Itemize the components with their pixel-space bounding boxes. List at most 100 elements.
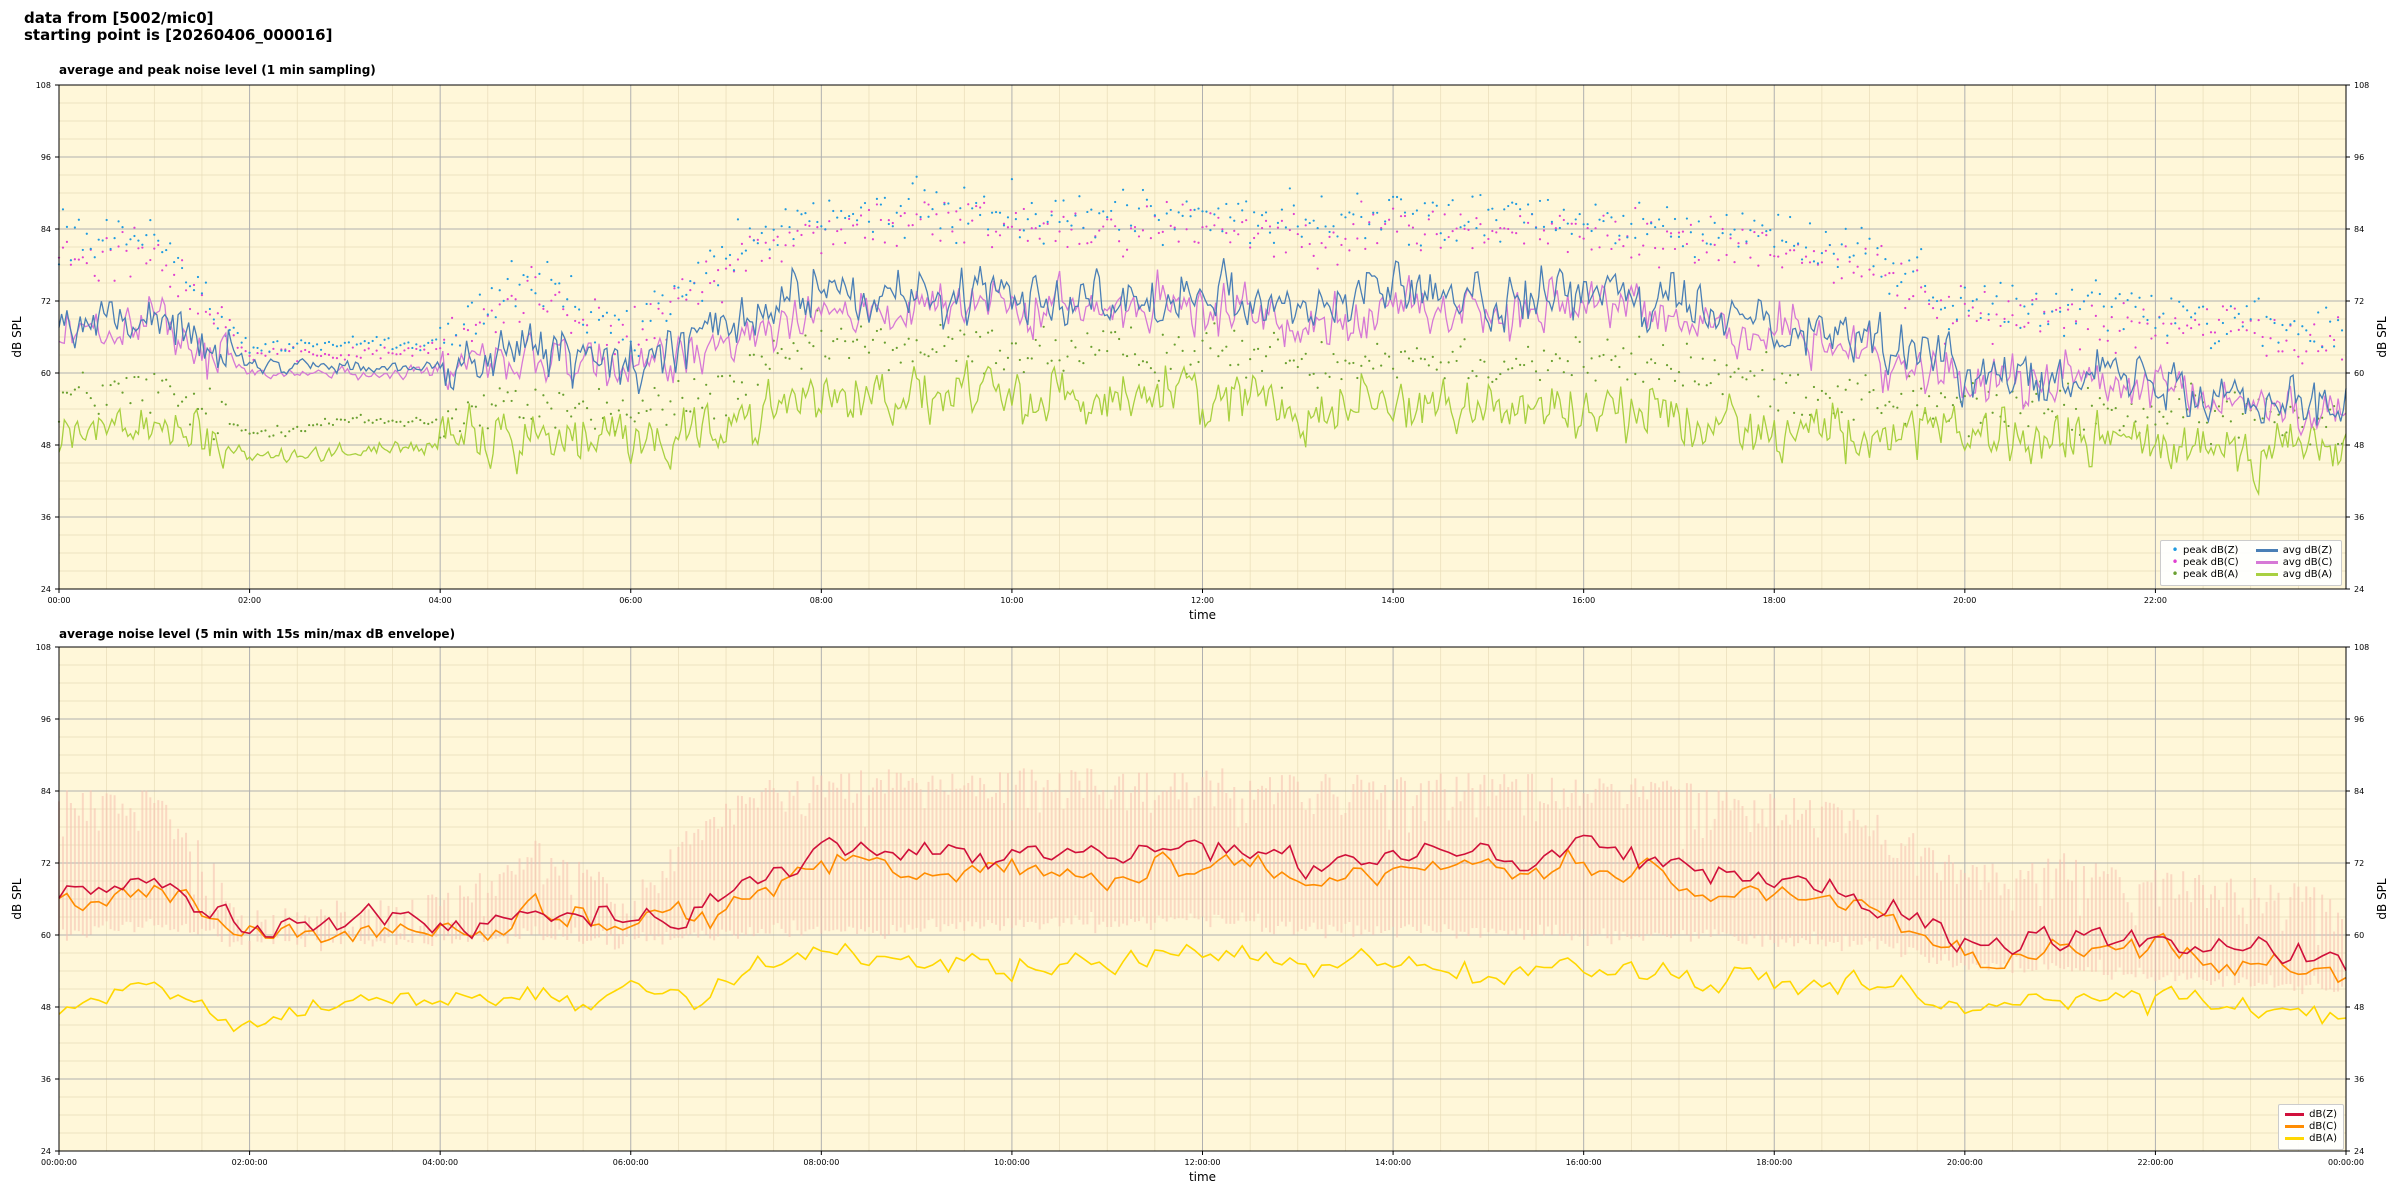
point-peak-c (1725, 253, 1728, 257)
point-peak-a (2047, 408, 2050, 411)
chart1-xtick-label: 12:00 (1191, 596, 1214, 605)
point-peak-a (1268, 345, 1272, 349)
point-peak-c (1566, 250, 1569, 254)
point-peak-a (1304, 352, 1307, 355)
legend-avg-c: avg dB(C) (2255, 556, 2332, 568)
point-peak-z (609, 331, 612, 334)
point-peak-z (550, 278, 553, 281)
point-peak-a (1078, 360, 1081, 363)
point-peak-a (943, 344, 946, 348)
point-peak-a (1221, 349, 1224, 352)
point-peak-a (2090, 404, 2093, 407)
point-peak-z (1999, 281, 2002, 284)
point-peak-a (458, 430, 462, 433)
point-peak-a (927, 355, 930, 358)
point-peak-c (367, 347, 370, 350)
point-peak-a (1249, 358, 1252, 361)
point-peak-c (2297, 355, 2300, 358)
point-peak-c (1705, 251, 1708, 254)
point-peak-z (2194, 312, 2197, 315)
legend-label-peak-z: peak dB(Z) (2183, 544, 2239, 556)
point-peak-a (339, 418, 343, 421)
chart1-ytick-label-right: 108 (2354, 81, 2369, 90)
point-peak-z (458, 344, 462, 347)
point-peak-c (403, 349, 406, 352)
point-peak-a (1090, 345, 1093, 348)
point-peak-z (1288, 187, 1291, 190)
point-peak-a (1507, 368, 1510, 371)
point-peak-c (990, 246, 994, 249)
point-peak-z (736, 218, 740, 221)
point-peak-c (1789, 249, 1792, 252)
point-peak-a (653, 386, 656, 390)
point-peak-c (133, 226, 136, 229)
point-peak-a (260, 430, 263, 433)
point-peak-z (1908, 259, 1911, 262)
series-avg-z-line (58, 258, 2347, 426)
point-peak-a (677, 379, 680, 383)
point-peak-z (1602, 219, 1605, 223)
point-peak-c (1197, 241, 1200, 244)
point-peak-c (1046, 222, 1049, 225)
point-peak-c (554, 293, 557, 296)
point-peak-a (2261, 417, 2264, 420)
point-peak-z (645, 302, 648, 306)
point-peak-a (1916, 404, 1919, 407)
point-peak-a (145, 378, 148, 381)
point-peak-a (1253, 348, 1256, 351)
point-peak-a (1769, 405, 1772, 408)
point-peak-a (1725, 364, 1728, 367)
point-peak-z (820, 225, 823, 228)
point-peak-c (1542, 229, 1546, 232)
point-peak-z (1344, 216, 1347, 219)
point-peak-z (308, 342, 311, 345)
point-peak-z (2221, 321, 2225, 325)
series-peak-z-points (57, 175, 2344, 358)
point-peak-a (661, 408, 664, 411)
point-peak-c (423, 348, 426, 351)
point-peak-z (1403, 211, 1407, 214)
legend-db-a: dB(A) (2285, 1132, 2337, 1144)
point-peak-z (1820, 252, 1823, 255)
point-peak-a (1939, 392, 1943, 395)
point-peak-a (220, 400, 223, 403)
point-peak-c (915, 213, 918, 216)
point-peak-a (641, 399, 644, 402)
point-peak-a (101, 384, 104, 387)
point-peak-a (724, 414, 728, 417)
point-peak-a (1332, 352, 1335, 356)
point-peak-c (578, 321, 581, 324)
point-peak-c (855, 223, 859, 226)
chart1-ytick-label-right: 84 (2354, 225, 2364, 234)
point-peak-c (1463, 227, 1466, 230)
point-peak-a (522, 416, 525, 420)
point-peak-c (935, 213, 938, 216)
point-peak-c (1852, 271, 1855, 274)
point-peak-z (137, 239, 140, 242)
point-peak-a (447, 410, 450, 413)
point-peak-c (97, 279, 100, 282)
point-peak-z (1848, 256, 1851, 259)
point-peak-a (284, 435, 287, 438)
point-peak-z (212, 318, 215, 321)
point-peak-z (1975, 298, 1978, 301)
point-peak-a (232, 423, 235, 426)
point-peak-c (2011, 314, 2014, 317)
chart2-xtick-label: 18:00:00 (1756, 1158, 1792, 1167)
point-peak-z (256, 346, 259, 350)
point-peak-a (955, 359, 958, 362)
point-peak-z (161, 251, 164, 254)
point-peak-c (466, 329, 470, 332)
point-peak-c (1185, 228, 1188, 231)
point-peak-c (169, 285, 172, 288)
point-peak-c (2269, 337, 2272, 340)
point-peak-z (784, 208, 787, 211)
point-peak-z (2273, 321, 2276, 325)
point-peak-a (1062, 369, 1065, 372)
point-peak-c (1769, 253, 1772, 257)
point-peak-a (292, 427, 295, 430)
point-peak-z (899, 204, 902, 208)
point-peak-a (1193, 349, 1196, 353)
point-peak-a (2197, 421, 2201, 424)
